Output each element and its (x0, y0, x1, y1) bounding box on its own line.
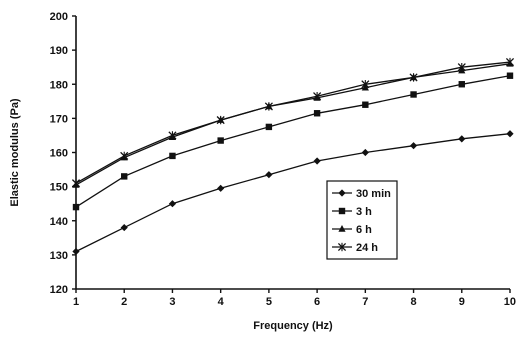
legend-box (326, 180, 398, 260)
data-point (313, 110, 321, 117)
series-layer (71, 57, 515, 256)
y-tick-label: 150 (50, 182, 68, 194)
y-tick-label: 130 (50, 250, 68, 262)
x-axis-title: Frequency (Hz) (253, 320, 333, 332)
x-tick-label: 6 (314, 296, 320, 308)
legend-item: 6 h (332, 224, 372, 236)
x-tick-label: 8 (410, 296, 416, 308)
y-tick-label: 120 (50, 284, 68, 296)
series-2 (72, 59, 514, 188)
legend-label: 6 h (356, 224, 372, 236)
legend-marker (337, 242, 347, 252)
series-line (75, 75, 511, 208)
data-point (409, 142, 418, 150)
data-point (409, 73, 418, 82)
data-point (121, 173, 128, 180)
data-point (216, 115, 225, 125)
x-tick-label: 1 (73, 296, 79, 308)
data-point (264, 102, 273, 111)
y-tick-label: 160 (50, 148, 68, 160)
series-line (75, 63, 511, 186)
legend-item: 30 min (332, 188, 391, 200)
series-line (75, 133, 511, 253)
data-point (506, 72, 514, 79)
legend-item: 3 h (332, 206, 372, 218)
y-tick-label: 140 (50, 216, 68, 228)
x-tick-label: 9 (459, 296, 465, 308)
data-point (458, 81, 465, 88)
legend-marker (338, 207, 346, 215)
data-point (217, 184, 225, 192)
series-line (75, 61, 511, 184)
x-tick-label: 7 (362, 296, 368, 308)
data-point (313, 91, 322, 101)
data-point (313, 157, 321, 165)
y-tick-label: 170 (50, 113, 68, 125)
data-point (217, 137, 224, 144)
x-tick-label: 4 (218, 296, 225, 308)
y-tick-label: 200 (50, 11, 68, 23)
data-point (168, 200, 177, 208)
data-point (362, 101, 369, 108)
y-tick-label: 190 (50, 45, 68, 57)
data-point (410, 91, 417, 98)
data-point (458, 135, 466, 143)
data-point (71, 179, 81, 188)
data-point (72, 247, 80, 256)
series-3 (71, 57, 515, 188)
y-axis-title: Elastic modulus (Pa) (9, 98, 21, 207)
axes: 120 130 140 150 160 170 180 190 200 1 2 3 4 5 6 7 8 9 10 (50, 11, 516, 308)
x-tick-label: 2 (121, 296, 127, 308)
data-point (361, 148, 369, 157)
legend-label: 30 min (356, 188, 391, 200)
data-point (168, 131, 177, 140)
data-point (457, 62, 466, 72)
series-1 (72, 72, 514, 211)
legend-marker (338, 189, 346, 197)
legend-label: 3 h (356, 206, 372, 218)
x-tick-label: 5 (266, 296, 272, 308)
data-point (265, 123, 273, 131)
series-0 (72, 130, 514, 256)
legend: 30 min 3 h 6 h 24 h (326, 180, 398, 260)
x-tick-label: 3 (169, 296, 175, 308)
legend-marker (338, 225, 346, 232)
x-tick-label: 10 (504, 296, 516, 308)
data-point (505, 57, 515, 67)
data-point (120, 223, 128, 232)
legend-label: 24 h (356, 242, 378, 254)
data-point (169, 152, 176, 160)
legend-item: 24 h (332, 242, 378, 254)
y-tick-label: 180 (50, 79, 68, 91)
data-point (72, 203, 80, 211)
data-point (506, 130, 514, 138)
data-point (120, 151, 129, 161)
data-point (265, 171, 273, 179)
data-point (361, 80, 370, 89)
